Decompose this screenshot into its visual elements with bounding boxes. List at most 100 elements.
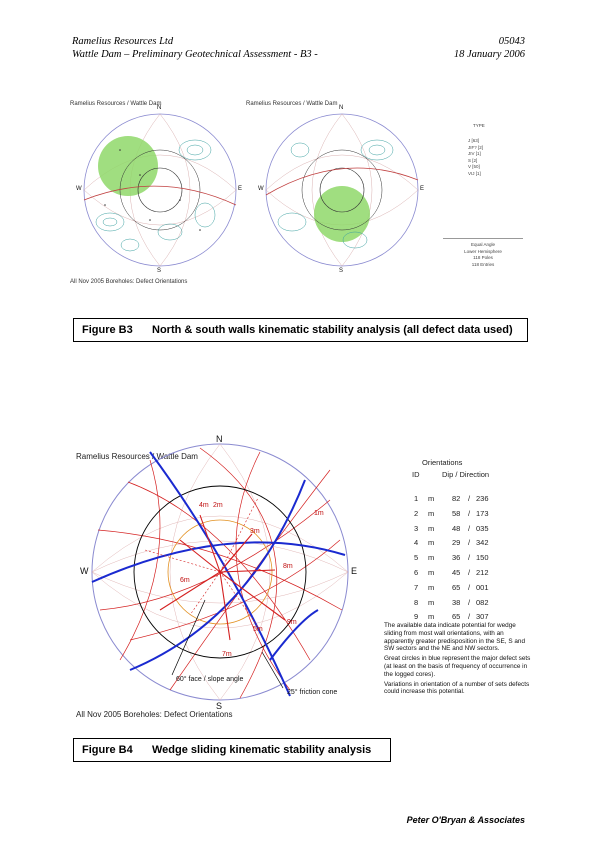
b3-legend-item: V [50]: [468, 164, 480, 169]
b4-north: N: [216, 434, 223, 444]
orientation-dip: 65: [452, 582, 461, 592]
orientation-id: 2: [414, 508, 419, 518]
company-name: Ramelius Resources Ltd: [72, 36, 174, 47]
orientation-dip: 45: [452, 568, 461, 577]
col-id: ID: [412, 470, 420, 479]
page-header-left: Ramelius Resources Ltd Wattle Dam – Prel…: [72, 35, 318, 61]
orientation-dip: 36: [452, 553, 461, 563]
orientation-dip: 48: [452, 523, 461, 533]
orientation-dir: 342: [476, 538, 489, 548]
orientation-t: m: [428, 597, 435, 607]
b3-left-stereonet: [83, 113, 237, 267]
orientation-dir: 001: [476, 582, 489, 592]
orientation-row: 8 m 38 / 082: [400, 598, 520, 610]
orientation-id: 3: [414, 523, 419, 533]
orientation-dip: 38: [452, 597, 461, 607]
b3-right-daylight-zone: [314, 186, 370, 242]
orientation-t: m: [428, 553, 435, 563]
note-paragraph: Great circles in blue represent the majo…: [384, 655, 531, 678]
b3-left-south: S: [157, 268, 162, 274]
b4-plot-title: Ramelius Resources / Wattle Dam: [76, 452, 198, 461]
b3-legend-info-line: 118 Poles: [473, 255, 493, 260]
b3-left-plot-title: Ramelius Resources / Wattle Dam: [70, 101, 162, 107]
orientation-dir: 082: [476, 597, 489, 607]
orientation-separator: /: [468, 568, 471, 577]
orientation-row: 4 m 29 / 342: [400, 538, 520, 550]
orientation-t: m: [428, 494, 435, 503]
orientation-id: 6: [414, 568, 419, 577]
orientation-row: 7 m 65 / 001: [400, 583, 520, 595]
orientation-row: 5 m 36 / 150: [400, 553, 520, 565]
orientation-t: m: [428, 582, 435, 592]
orientation-row: 9 m 65 / 307: [400, 612, 520, 624]
report-date: 18 January 2006: [453, 49, 525, 60]
orientation-dip: 65: [452, 612, 461, 622]
b3-legend-title: TYPE: [473, 123, 485, 128]
orientation-dir: 150: [476, 553, 489, 563]
b4-east: E: [351, 566, 358, 576]
b3-right-stereonet: [265, 113, 419, 267]
orientation-row: 6 m 45 / 212: [400, 568, 520, 580]
figure-b4-label: Figure B4: [82, 744, 133, 756]
b4-friction-label: 25° friction cone: [287, 689, 338, 696]
b4-plane-label: 8m: [283, 563, 293, 570]
b3-right-plot-title: Ramelius Resources / Wattle Dam: [246, 101, 338, 107]
b3-right-west: W: [258, 186, 264, 192]
orientation-separator: /: [468, 523, 471, 533]
b3-left-east: E: [238, 186, 243, 192]
b3-plot-footer: All Nov 2005 Boreholes: Defect Orientati…: [70, 279, 188, 285]
report-title: Wattle Dam – Preliminary Geotechnical As…: [72, 49, 318, 60]
b3-legend-item: J [63]: [468, 138, 480, 143]
orientation-separator: /: [468, 597, 471, 607]
orientation-dir: 307: [476, 612, 489, 622]
b3-left-west: W: [76, 186, 82, 192]
orientation-dir: 236: [476, 494, 489, 503]
b4-face-label: 60° face / slope angle: [176, 676, 244, 683]
orientation-separator: /: [468, 494, 471, 503]
b3-legend-item: JIF? [2]: [468, 144, 484, 150]
b3-legend-info-line: Equal Angle: [470, 242, 496, 247]
b3-legend-item: S [2]: [468, 157, 478, 163]
orientation-id: 1: [414, 494, 419, 503]
note-paragraph: Variations in orientation of a number of…: [384, 680, 530, 696]
figure-b4-caption: Figure B4 Wedge sliding kinematic stabil…: [73, 738, 391, 762]
col-dip-direction: Dip / Direction: [442, 470, 490, 479]
figure-b3-text: North & south walls kinematic stability …: [152, 324, 513, 336]
orientation-id: 4: [414, 538, 419, 548]
b4-face-slope-circle: [133, 485, 307, 659]
b3-left-north: N: [157, 105, 162, 111]
orientation-dir: 035: [476, 523, 489, 533]
orientation-row: 2 m 58 / 173: [400, 509, 520, 521]
orientations-title: Orientations: [422, 458, 463, 467]
orientation-dip: 58: [452, 508, 461, 518]
orientation-separator: /: [468, 582, 471, 592]
b3-legend-info-line: 118 Entries: [471, 261, 495, 267]
orientation-t: m: [428, 568, 435, 577]
b3-legend: J [63] JIF? [2] JIV [1] S [2] V [50] VIJ…: [468, 138, 483, 177]
orientation-dip: 82: [452, 494, 461, 503]
report-number: 05043: [498, 36, 525, 47]
b3-legend-item: JIV [1]: [468, 151, 481, 156]
b4-notes: The available data indicate potential fo…: [384, 622, 532, 698]
b3-right-east: E: [420, 186, 425, 192]
figure-b3-label: Figure B3: [82, 324, 133, 336]
orientation-id: 7: [414, 582, 419, 592]
orientation-row: 3 m 48 / 035: [400, 524, 520, 536]
b4-south: S: [216, 701, 223, 711]
b3-legend-item: VIJ [1]: [468, 170, 481, 176]
b4-friction-cone-circle: [167, 519, 273, 625]
orientation-separator: /: [468, 553, 471, 563]
b4-plot-footer: All Nov 2005 Boreholes: Defect Orientati…: [76, 710, 233, 719]
b3-legend-info-line: Lower Hemisphere: [464, 248, 502, 254]
figure-b3-caption: Figure B3 North & south walls kinematic …: [73, 318, 528, 342]
orientation-dir: 212: [476, 568, 489, 577]
b4-friction-pointer: [261, 651, 284, 689]
orientation-separator: /: [468, 508, 471, 518]
b4-plane-label: 7m: [222, 651, 232, 658]
orientation-dir: 173: [476, 508, 489, 518]
orientation-dip: 29: [452, 538, 461, 548]
orientation-id: 8: [414, 597, 419, 607]
b4-face-pointer: [171, 599, 206, 676]
orientation-t: m: [428, 538, 435, 548]
